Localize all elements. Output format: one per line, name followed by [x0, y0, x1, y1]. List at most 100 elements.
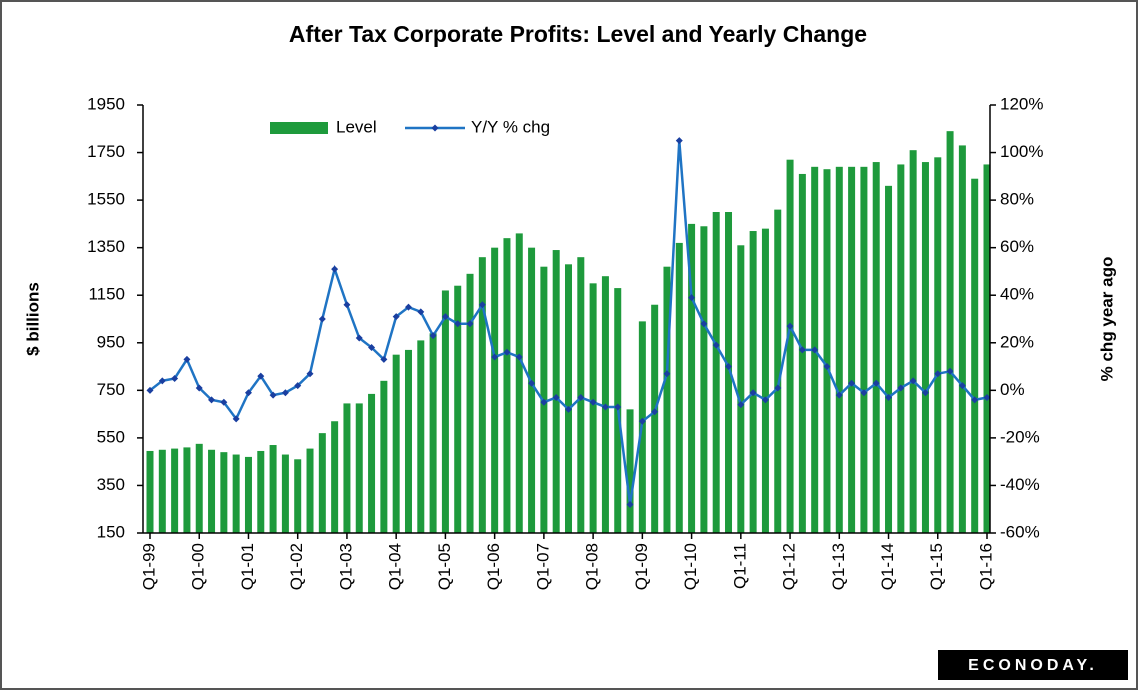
x-tick-label: Q1-12	[780, 543, 799, 590]
bar	[417, 340, 425, 533]
bar	[454, 285, 462, 533]
marker	[983, 393, 991, 401]
marker	[909, 377, 917, 385]
bar	[429, 333, 437, 533]
bar	[331, 421, 339, 533]
marker	[798, 346, 806, 354]
marker	[294, 382, 302, 390]
marker	[232, 415, 240, 423]
y-tick-label: 150	[97, 522, 125, 541]
bar	[983, 164, 991, 533]
bar	[257, 450, 265, 533]
marker	[897, 384, 905, 392]
marker	[712, 341, 720, 349]
marker	[306, 370, 314, 378]
x-tick-label: Q1-04	[386, 543, 405, 590]
y2-axis-title: % chg year ago	[1097, 257, 1116, 382]
marker	[478, 301, 486, 309]
bar	[208, 449, 216, 533]
bar	[343, 403, 351, 533]
legend-label: Level	[336, 117, 377, 136]
marker	[663, 370, 671, 378]
x-tick-label: Q1-11	[730, 543, 749, 589]
y2-tick-label: 120%	[1000, 94, 1043, 113]
marker	[417, 308, 425, 316]
marker	[601, 403, 609, 411]
marker	[823, 363, 831, 371]
marker	[515, 353, 523, 361]
marker	[885, 393, 893, 401]
bar	[761, 228, 769, 533]
bar	[404, 349, 412, 533]
marker	[761, 396, 769, 404]
marker	[183, 355, 191, 363]
logo: ECONODAY.	[968, 657, 1098, 674]
x-tick-label: Q1-05	[435, 543, 454, 590]
bar	[725, 212, 733, 533]
bar	[737, 245, 745, 534]
marker	[811, 346, 819, 354]
bar	[565, 264, 572, 533]
bar	[897, 164, 905, 533]
bar	[885, 185, 893, 533]
logo-box	[938, 650, 1128, 680]
y-tick-label: 1350	[87, 237, 125, 256]
bar	[183, 447, 191, 533]
bar	[195, 443, 203, 533]
chart-title: After Tax Corporate Profits: Level and Y…	[289, 21, 867, 47]
marker	[848, 379, 856, 387]
bar	[478, 257, 486, 533]
marker	[638, 417, 646, 425]
legend-swatch	[270, 122, 328, 134]
bar	[872, 162, 880, 534]
bar	[589, 283, 597, 533]
marker	[429, 332, 437, 340]
bar	[774, 209, 782, 533]
marker	[675, 137, 683, 145]
y-tick-label: 950	[97, 332, 125, 351]
y2-tick-label: -40%	[1000, 475, 1040, 494]
marker	[343, 301, 351, 309]
y-tick-label: 1950	[87, 94, 125, 113]
bar	[848, 166, 856, 534]
bar	[380, 380, 388, 533]
legend-marker	[431, 124, 439, 132]
y2-tick-label: 60%	[1000, 237, 1034, 256]
bar	[909, 150, 917, 533]
bar	[958, 145, 966, 533]
x-tick-label: Q1-00	[189, 543, 208, 590]
marker	[146, 386, 154, 394]
marker	[380, 355, 388, 363]
bar	[798, 173, 806, 533]
bar	[318, 433, 326, 533]
bar	[651, 304, 659, 533]
marker	[392, 313, 400, 321]
marker	[786, 322, 794, 330]
marker	[626, 500, 634, 508]
marker	[503, 348, 511, 356]
bar	[158, 449, 166, 533]
marker	[872, 379, 880, 387]
bar	[171, 448, 179, 533]
x-tick-label: Q1-08	[583, 543, 602, 590]
bar	[823, 169, 831, 533]
y2-tick-label: 40%	[1000, 285, 1034, 304]
marker	[540, 398, 548, 406]
marker	[318, 315, 326, 323]
marker	[244, 389, 252, 397]
marker	[220, 398, 228, 406]
bar	[441, 290, 449, 533]
marker	[565, 405, 572, 413]
bar	[860, 166, 868, 534]
bar	[786, 159, 794, 533]
x-tick-label: Q1-16	[976, 543, 995, 590]
y-tick-label: 1750	[87, 142, 125, 161]
x-tick-label: Q1-01	[238, 543, 257, 590]
bar	[232, 454, 240, 533]
bar	[146, 450, 154, 533]
marker	[725, 363, 733, 371]
x-tick-label: Q1-14	[878, 543, 897, 590]
x-tick-label: Q1-02	[287, 543, 306, 590]
marker	[651, 408, 659, 416]
